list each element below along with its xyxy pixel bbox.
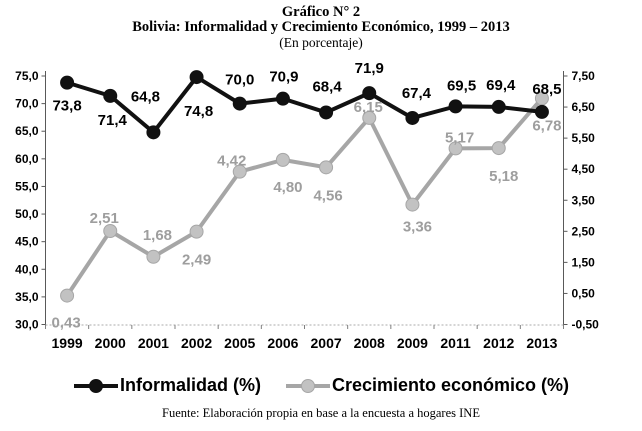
legend-item-informalidad: Informalidad (%) xyxy=(73,375,261,396)
legend-label-informalidad: Informalidad (%) xyxy=(119,375,261,395)
x-axis-year-label: 2006 xyxy=(267,335,298,351)
informalidad-data-label: 68,4 xyxy=(312,78,342,95)
crecimiento-marker xyxy=(189,224,204,239)
right-axis-tick-label: 1,50 xyxy=(572,255,596,269)
crecimiento-data-label: 4,56 xyxy=(313,187,342,204)
informalidad-marker xyxy=(319,105,334,120)
x-axis-year-label: 2002 xyxy=(181,335,212,351)
informalidad-marker xyxy=(491,99,506,114)
legend: Informalidad (%) Crecimiento económico (… xyxy=(0,375,642,396)
informalidad-marker xyxy=(534,104,549,119)
informalidad-data-label: 64,8 xyxy=(131,88,160,105)
informalidad-data-label: 74,8 xyxy=(184,103,213,120)
x-axis-year-label: 2007 xyxy=(311,335,342,351)
informalidad-line-marker-icon xyxy=(73,378,118,393)
crecimiento-marker xyxy=(319,160,334,175)
right-axis-tick-label: 6,50 xyxy=(572,100,596,114)
crecimiento-data-label: 2,49 xyxy=(182,252,211,269)
informalidad-marker xyxy=(60,75,75,90)
chart-subtitle: Bolivia: Informalidad y Crecimiento Econ… xyxy=(132,19,510,35)
left-axis-tick-label: 35,0 xyxy=(15,290,39,304)
x-axis-year-label: 2012 xyxy=(483,335,514,351)
crecimiento-data-label: 3,36 xyxy=(403,219,432,236)
crecimiento-marker xyxy=(448,141,463,156)
left-axis-tick-label: 50,0 xyxy=(15,207,39,221)
x-axis-year-label: 2005 xyxy=(224,335,255,351)
left-axis-tick-label: 40,0 xyxy=(15,262,39,276)
x-axis-year-label: 2009 xyxy=(397,335,428,351)
title-block: Gráfico N° 2 Bolivia: Informalidad y Cre… xyxy=(0,4,642,51)
right-axis-tick-label: 0,50 xyxy=(572,286,596,300)
crecimiento-data-label: 0,43 xyxy=(51,315,80,332)
informalidad-marker xyxy=(405,110,420,125)
legend-label-crecimiento: Crecimiento económico (%) xyxy=(331,375,570,395)
x-axis-year-label: 2011 xyxy=(440,335,471,351)
informalidad-data-label: 70,9 xyxy=(269,69,298,86)
crecimiento-marker xyxy=(60,288,75,303)
right-axis-tick-label: 3,50 xyxy=(572,193,596,207)
informalidad-marker xyxy=(275,91,290,106)
chart-units: (En porcentaje) xyxy=(279,35,363,50)
informalidad-line xyxy=(65,75,544,135)
informalidad-data-label: 71,4 xyxy=(98,112,128,129)
crecimiento-data-label: 4,42 xyxy=(217,153,246,170)
crecimiento-line-marker-icon xyxy=(285,378,330,393)
left-axis-tick-label: 70,0 xyxy=(15,97,39,111)
right-axis-tick-label: 2,50 xyxy=(572,224,596,238)
left-axis-tick-label: 45,0 xyxy=(15,235,39,249)
crecimiento-data-label: 6,78 xyxy=(532,117,561,134)
crecimiento-marker xyxy=(534,91,549,106)
crecimiento-data-label: 1,68 xyxy=(143,227,172,244)
source-note: Fuente: Elaboración propia en base a la … xyxy=(162,406,480,420)
x-axis-year-label: 2013 xyxy=(526,335,557,351)
x-axis-year-label: 2008 xyxy=(354,335,385,351)
crecimiento-line xyxy=(65,96,544,298)
left-axis-tick-label: 55,0 xyxy=(15,179,39,193)
informalidad-data-label: 69,5 xyxy=(447,77,476,94)
informalidad-marker xyxy=(232,96,247,111)
informalidad-marker xyxy=(103,88,118,103)
informalidad-data-label: 73,8 xyxy=(52,98,81,115)
informalidad-data-label: 69,4 xyxy=(486,77,516,94)
right-axis-tick-label: 7,50 xyxy=(572,69,596,83)
left-axis-tick-label: 30,0 xyxy=(15,318,39,332)
left-axis-tick-label: 75,0 xyxy=(15,69,39,83)
legend-item-crecimiento: Crecimiento económico (%) xyxy=(285,375,569,396)
informalidad-data-label: 68,5 xyxy=(532,81,561,98)
crecimiento-data-label: 5,18 xyxy=(489,168,518,185)
crecimiento-data-label: 4,80 xyxy=(273,179,302,196)
crecimiento-marker xyxy=(405,197,420,212)
informalidad-marker xyxy=(189,70,204,85)
crecimiento-marker xyxy=(146,249,161,264)
crecimiento-marker xyxy=(362,110,377,125)
chart-title: Gráfico N° 2 xyxy=(281,4,361,20)
informalidad-data-label: 71,9 xyxy=(355,60,384,77)
left-axis-tick-label: 65,0 xyxy=(15,124,39,138)
crecimiento-data-label: 5,17 xyxy=(445,129,474,146)
x-axis-year-label: 1999 xyxy=(52,335,83,351)
left-axis-tick-label: 60,0 xyxy=(15,152,39,166)
informalidad-data-label: 70,0 xyxy=(225,72,254,89)
crecimiento-marker xyxy=(103,224,118,239)
right-axis-tick-label: -0,50 xyxy=(572,318,600,332)
crecimiento-data-label: 6,15 xyxy=(354,99,383,116)
right-axis-tick-label: 4,50 xyxy=(572,162,596,176)
crecimiento-marker xyxy=(491,141,506,156)
informalidad-marker xyxy=(362,86,377,101)
informalidad-data-label: 67,4 xyxy=(402,85,432,102)
informalidad-marker xyxy=(146,125,161,140)
right-axis-tick-label: 5,50 xyxy=(572,131,596,145)
x-axis-year-label: 2000 xyxy=(95,335,126,351)
crecimiento-data-label: 2,51 xyxy=(90,210,119,227)
x-axis-year-label: 2001 xyxy=(138,335,169,351)
crecimiento-marker xyxy=(275,152,290,167)
crecimiento-marker xyxy=(232,164,247,179)
informalidad-marker xyxy=(448,99,463,114)
